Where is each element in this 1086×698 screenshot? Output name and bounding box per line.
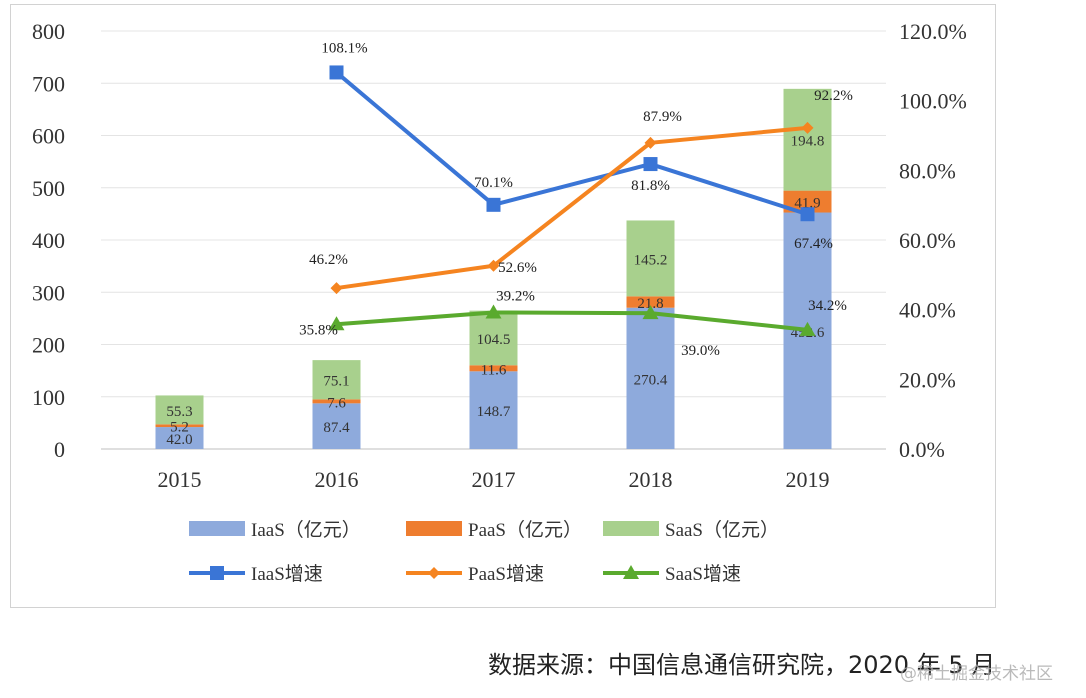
line-point (485, 304, 502, 319)
growth-value-label: 67.4% (794, 236, 833, 252)
growth-value-label: 92.2% (814, 88, 853, 104)
bar-iaas (626, 307, 675, 449)
y-left-tick-label: 100 (32, 385, 65, 410)
bar-paas (469, 365, 518, 372)
bar-value-label: 5.2 (170, 420, 189, 436)
growth-value-label: 46.2% (309, 252, 348, 268)
y-right-tick-label: 60.0% (899, 228, 956, 253)
chart-frame: 0 100 200 300 400 500 600 700 800 0.0% 20.0% 40.0% 6… (10, 4, 996, 608)
line-point (642, 305, 659, 320)
line-point (487, 259, 500, 272)
legend-label: SaaS（亿元） (665, 519, 779, 541)
line-point (328, 316, 345, 331)
legend-marker (428, 567, 440, 579)
growth-value-label: 108.1% (321, 40, 367, 56)
bar-iaas (155, 427, 204, 449)
line-point (801, 121, 814, 134)
x-tick-label: 2019 (786, 467, 830, 492)
bar-value-label: 87.4 (323, 420, 350, 436)
growth-value-label: 35.8% (299, 322, 338, 338)
legend-marker (623, 565, 639, 579)
y-left-tick-label: 400 (32, 228, 65, 253)
bar-value-label: 55.3 (166, 404, 192, 420)
growth-value-label: 39.2% (496, 288, 535, 304)
line-point (644, 136, 657, 149)
bar-saas (312, 360, 361, 400)
bar-saas (469, 310, 518, 366)
y-right-tick-label: 120.0% (899, 19, 967, 44)
x-tick-label: 2017 (472, 467, 516, 492)
watermark: @稀土掘金技术社区 (900, 664, 1053, 684)
growth-value-label: 81.8% (631, 178, 670, 194)
x-tick-label: 2018 (629, 467, 673, 492)
bar-paas (783, 190, 832, 213)
bar-saas (155, 395, 204, 425)
y-right-tick-label: 0.0% (899, 437, 945, 462)
bar-value-label: 42.0 (166, 432, 192, 448)
bar-paas (312, 399, 361, 404)
legend-marker (210, 566, 224, 580)
bar-paas (155, 424, 204, 428)
series-line (336, 310, 808, 332)
y-left-tick-label: 500 (32, 176, 65, 201)
bar-value-label: 194.8 (791, 134, 825, 150)
legend-label: IaaS（亿元） (251, 519, 361, 541)
legend-swatch (603, 521, 659, 536)
bar-value-label: 11.6 (481, 362, 507, 378)
growth-value-label: 87.9% (643, 109, 682, 125)
bar-value-label: 104.5 (477, 332, 511, 348)
y-left-tick-label: 300 (32, 280, 65, 305)
growth-value-label: 39.0% (681, 343, 720, 359)
line-point (330, 282, 343, 295)
y-left-tick-label: 200 (32, 333, 65, 358)
y-left-tick-label: 600 (32, 124, 65, 149)
y-right-tick-label: 20.0% (899, 367, 956, 392)
series-line (336, 125, 808, 291)
line-point (329, 65, 344, 80)
legend-label: PaaS（亿元） (468, 519, 582, 541)
growth-value-label: 52.6% (498, 260, 537, 276)
y-left-tick-label: 800 (32, 19, 65, 44)
line-point (643, 157, 658, 172)
bar-saas (783, 88, 832, 191)
line-point (800, 207, 815, 222)
legend-label: SaaS增速 (665, 563, 741, 585)
x-tick-label: 2016 (315, 467, 359, 492)
y-left-tick-label: 700 (32, 71, 65, 96)
legend-label: IaaS增速 (251, 563, 323, 585)
bar-saas (626, 220, 675, 297)
line-point (799, 321, 816, 336)
x-tick-label: 2015 (158, 467, 202, 492)
series-line (335, 70, 809, 217)
bar-value-label: 145.2 (634, 252, 668, 268)
growth-value-label: 34.2% (808, 298, 847, 314)
y-right-tick-label: 100.0% (899, 89, 967, 114)
bar-paas (626, 296, 675, 308)
bar-value-label: 75.1 (323, 374, 349, 390)
bar-value-label: 21.8 (637, 296, 663, 312)
source-note: 数据来源：中国信息通信研究院，2020 年 5 月 (488, 651, 996, 679)
bar-iaas (469, 371, 518, 449)
y-left-tick-label: 0 (54, 437, 65, 462)
bar-value-label: 148.7 (477, 404, 511, 420)
legend-swatch (406, 521, 462, 536)
legend-label: PaaS增速 (468, 563, 544, 585)
y-right-tick-label: 80.0% (899, 158, 956, 183)
bar-value-label: 270.4 (634, 372, 668, 388)
bar-value-label: 7.6 (327, 395, 346, 411)
growth-value-label: 70.1% (474, 175, 513, 191)
y-right-tick-label: 40.0% (899, 298, 956, 323)
bar-iaas (312, 403, 361, 449)
legend-swatch (189, 521, 245, 536)
line-point (486, 197, 501, 212)
chart-svg: 0 100 200 300 400 500 600 700 800 0.0% 20.0% 40.0% 6… (32, 19, 967, 585)
